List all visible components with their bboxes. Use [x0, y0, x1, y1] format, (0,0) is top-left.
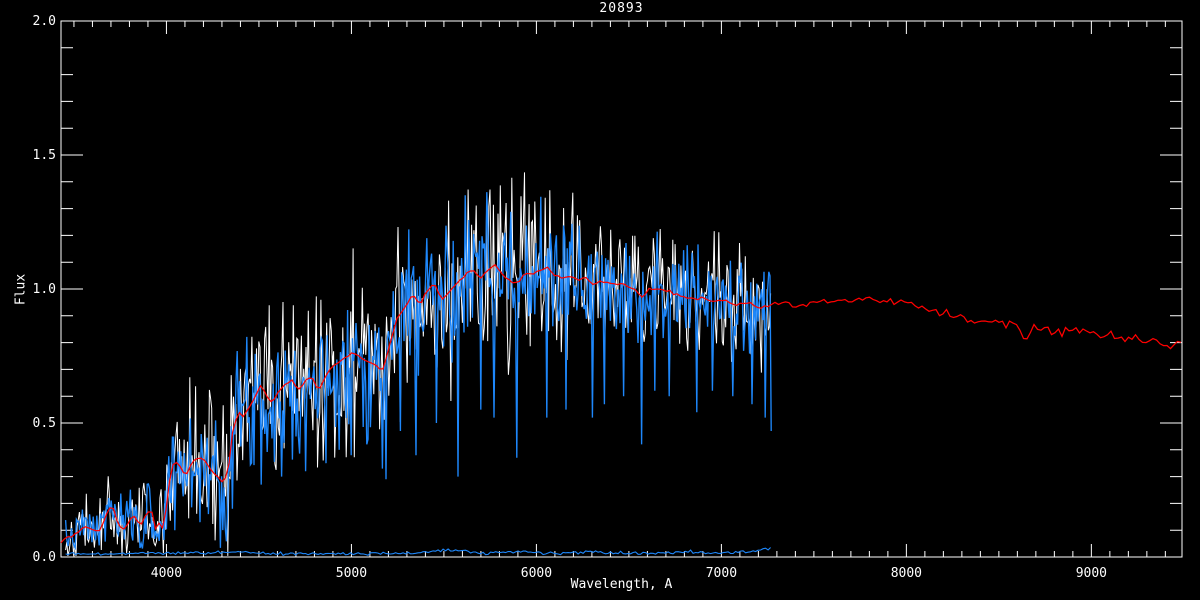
x-tick-label: 5000: [336, 566, 367, 581]
plot-title: 20893: [599, 1, 644, 16]
x-tick-label: 7000: [706, 566, 737, 581]
series-model-red: [60, 263, 1182, 544]
series-error-blue: [65, 547, 771, 557]
y-tick-label: 0.0: [33, 550, 56, 565]
x-axis-label: Wavelength, A: [570, 577, 673, 592]
y-tick-label: 0.5: [33, 416, 56, 431]
y-tick-label: 2.0: [33, 14, 56, 29]
y-tick-label: 1.5: [33, 148, 56, 163]
axis-ticks: [61, 20, 1182, 558]
x-tick-label: 6000: [521, 566, 552, 581]
x-tick-label: 8000: [891, 566, 922, 581]
y-tick-label: 1.0: [33, 282, 56, 297]
x-tick-label: 9000: [1076, 566, 1107, 581]
x-tick-label: 4000: [151, 566, 182, 581]
y-axis-label: Flux: [13, 273, 29, 306]
series-observed-blue: [64, 192, 772, 551]
